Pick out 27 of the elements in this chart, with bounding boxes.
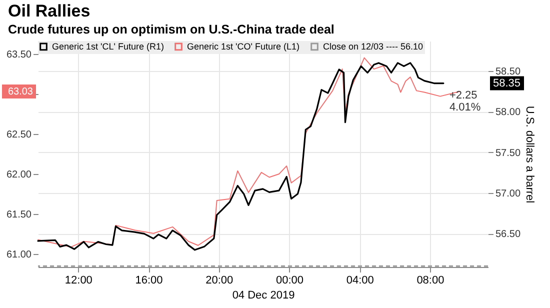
y-tick-label: 61.00 (6, 250, 32, 261)
chart-subtitle: Crude futures up on optimism on U.S.-China trade deal (8, 22, 334, 36)
x-tick-label: 04:00 (346, 274, 374, 286)
y2-tick-label: 57.50 (496, 148, 521, 159)
y2-tick-label: 58.50 (496, 66, 521, 78)
text: 63.03 (8, 86, 34, 98)
x-tick-label: 08:00 (416, 274, 444, 286)
x-tick-label: 20:00 (206, 274, 234, 286)
text: 58.35 (493, 77, 521, 90)
y-tick-label: 62.50 (6, 129, 32, 140)
y2-tick-label: 56.50 (496, 229, 521, 240)
y-tick-label: 62.00 (6, 170, 32, 181)
y-tick-label: 63.50 (6, 49, 32, 60)
annotation: +2.25 (449, 89, 478, 102)
y2-tick-label: 57.00 (496, 188, 521, 200)
y-tick-label: 61.50 (6, 210, 32, 221)
x-tick-label: 16:00 (135, 274, 163, 286)
x-tick-label: 12:00 (64, 274, 92, 286)
x-axis-title: 04 Dec 2019 (232, 290, 295, 302)
y2-axis-title: U.S. dollars a barrel (524, 106, 536, 204)
chart-title: Oil Rallies (8, 2, 90, 20)
annotation: 4.01% (449, 101, 481, 114)
x-tick-label: 00:00 (276, 274, 304, 286)
legend-label: Generic 1st 'CO' Future (L1) (187, 42, 300, 52)
legend-label: Close on 12/03 ---- 56.10 (323, 42, 424, 52)
y2-tick-label: 58.00 (496, 107, 521, 118)
legend-label: Generic 1st 'CL' Future (R1) (52, 42, 164, 52)
